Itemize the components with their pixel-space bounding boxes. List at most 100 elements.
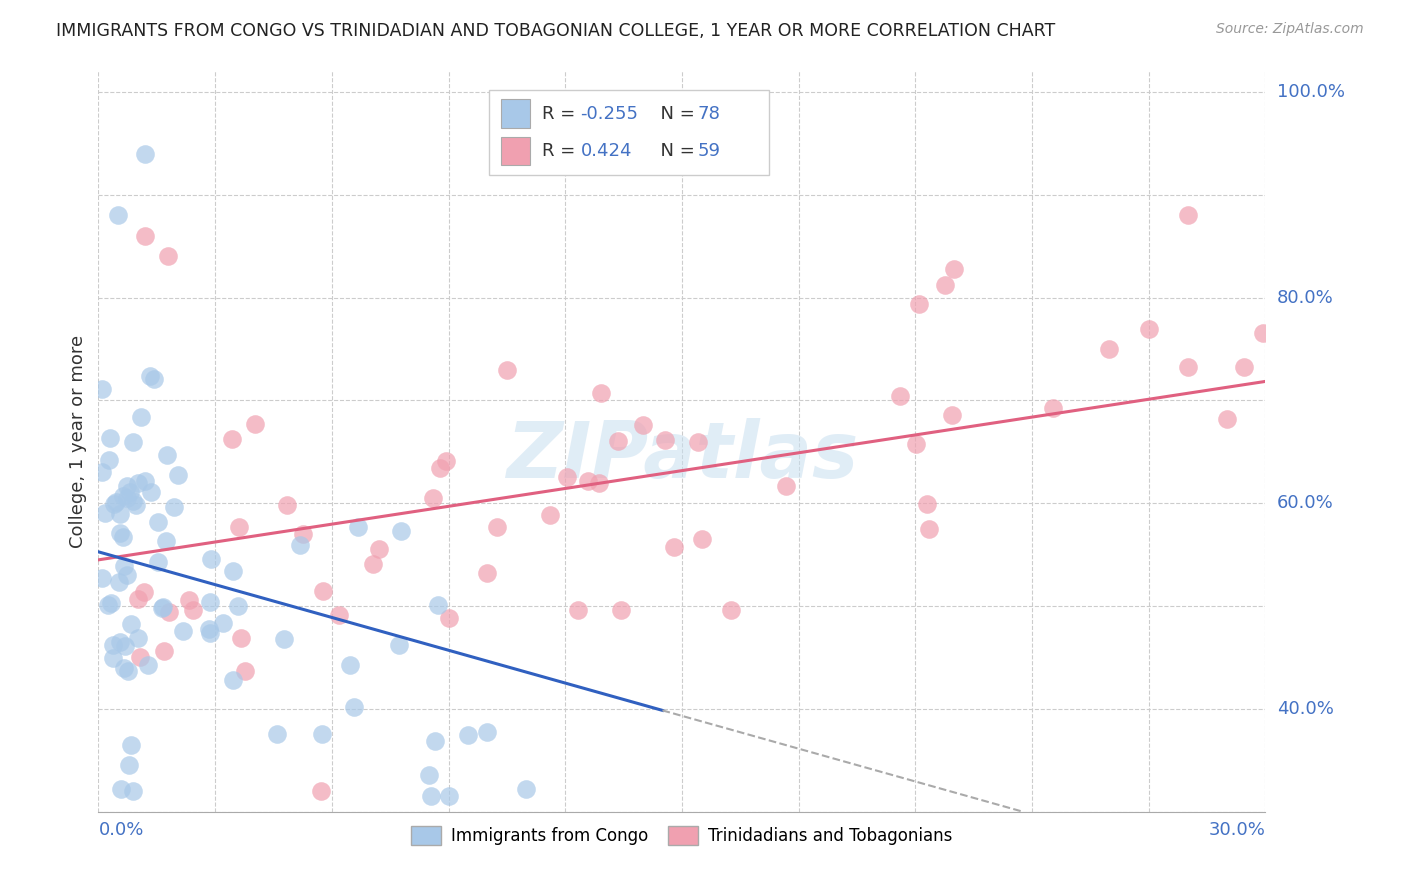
Point (266, 727, 288, 741)
Point (127, 592, 149, 607)
Text: R =: R = (541, 142, 586, 160)
Point (228, 599, 250, 614)
Point (429, 461, 451, 475)
Point (157, 605, 180, 619)
Point (1177, 360, 1199, 375)
Point (420, 789, 443, 804)
Point (437, 611, 460, 625)
Text: 80.0%: 80.0% (1277, 289, 1334, 307)
Point (889, 389, 911, 403)
Point (127, 476, 149, 491)
Point (290, 538, 312, 552)
Point (152, 599, 174, 614)
Point (904, 437, 927, 451)
Point (664, 540, 686, 554)
Point (221, 432, 243, 446)
Point (775, 479, 797, 493)
Point (110, 781, 132, 796)
Point (418, 768, 440, 782)
Point (309, 784, 332, 798)
Point (915, 497, 938, 511)
Point (97, 599, 120, 613)
Point (437, 789, 460, 804)
Point (129, 409, 152, 424)
Point (163, 500, 186, 514)
Point (112, 661, 135, 675)
Point (120, 738, 142, 752)
Point (134, 228, 156, 243)
Point (138, 658, 160, 673)
Point (148, 555, 170, 569)
Point (515, 782, 537, 797)
Point (222, 673, 245, 687)
Point (343, 700, 366, 714)
Y-axis label: College, 1 year or more: College, 1 year or more (69, 335, 87, 548)
Point (91, 571, 114, 585)
Point (588, 475, 610, 490)
Point (423, 734, 446, 748)
Point (609, 603, 631, 617)
Point (654, 433, 676, 447)
Point (273, 632, 295, 646)
Point (311, 726, 333, 740)
Point (1098, 342, 1121, 356)
Point (108, 507, 131, 521)
Point (107, 208, 129, 222)
Point (118, 758, 141, 772)
Point (115, 567, 138, 582)
Point (200, 626, 222, 640)
Point (496, 362, 519, 376)
Point (222, 564, 245, 578)
Text: -0.255: -0.255 (581, 104, 638, 122)
Point (118, 484, 141, 499)
Text: 0.0%: 0.0% (98, 821, 143, 838)
Point (388, 638, 411, 652)
Point (1232, 360, 1254, 375)
Legend: Immigrants from Congo, Trinidadians and Tobagonians: Immigrants from Congo, Trinidadians and … (405, 819, 959, 852)
Bar (501, 100, 530, 128)
Point (117, 665, 139, 679)
Point (114, 639, 136, 653)
Point (98, 453, 121, 467)
Point (108, 634, 131, 648)
Text: 59: 59 (697, 142, 720, 160)
Point (198, 623, 221, 637)
Point (112, 489, 135, 503)
Point (578, 474, 600, 488)
Point (485, 520, 508, 534)
Point (540, 508, 562, 522)
Point (112, 530, 135, 544)
Point (1215, 412, 1237, 426)
Point (112, 558, 135, 573)
Point (124, 498, 146, 512)
Text: 60.0%: 60.0% (1277, 494, 1334, 512)
Point (134, 475, 156, 489)
Point (108, 526, 131, 541)
Point (426, 598, 449, 612)
Point (555, 470, 578, 484)
Point (122, 784, 145, 798)
Point (908, 297, 931, 311)
Point (122, 494, 145, 508)
Point (276, 498, 298, 512)
Text: ZIPatlas: ZIPatlas (506, 418, 858, 494)
Point (172, 624, 194, 639)
Text: 78: 78 (697, 104, 720, 122)
Point (688, 435, 710, 450)
Point (692, 532, 714, 546)
Point (328, 607, 350, 622)
Point (477, 566, 499, 581)
Point (167, 467, 190, 482)
Point (1251, 326, 1274, 341)
Bar (501, 136, 530, 165)
Point (1042, 401, 1064, 415)
Point (918, 522, 941, 536)
Point (115, 479, 138, 493)
Point (436, 453, 458, 467)
Point (120, 616, 142, 631)
Point (156, 448, 179, 462)
Point (312, 584, 335, 599)
Point (122, 435, 145, 450)
Point (200, 551, 222, 566)
Point (934, 277, 956, 292)
